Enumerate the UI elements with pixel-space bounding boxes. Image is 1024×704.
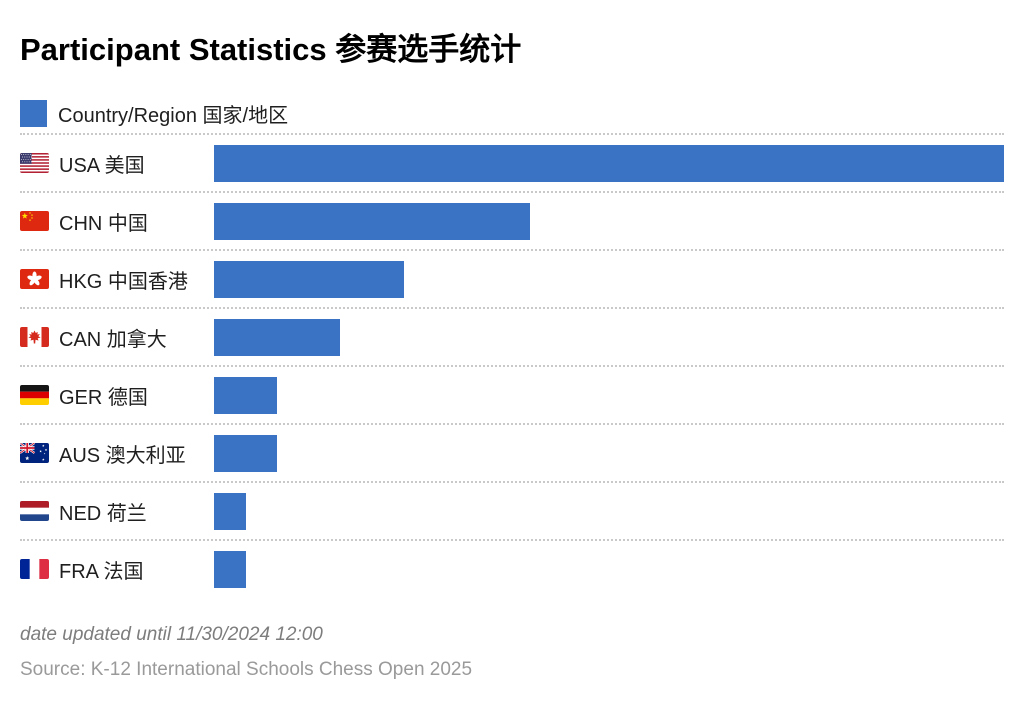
bar-track-can [214, 318, 1004, 356]
category-label-hkg: HKG 中国香港 [59, 270, 188, 293]
category-label-ned: NED 荷兰 [59, 502, 147, 525]
category-label-aus: AUS 澳大利亚 [59, 444, 186, 467]
bar-ned[interactable] [214, 492, 246, 530]
usa-flag-icon [20, 153, 49, 173]
chart-row-aus: AUS 澳大利亚 [20, 423, 1004, 481]
updated-note: date updated until 11/30/2024 12:00 [20, 624, 323, 645]
legend-swatch [20, 99, 47, 127]
bar-track-fra [214, 550, 1004, 588]
bar-track-aus [214, 434, 1004, 472]
page-title: Participant Statistics 参赛选手统计 [20, 32, 522, 67]
bar-track-hkg [214, 260, 1004, 298]
chart-row-ger: GER 德国 [20, 365, 1004, 423]
chart-row-usa: USA 美国 [20, 133, 1004, 191]
bar-ger[interactable] [214, 376, 278, 414]
chart-row-chn: CHN 中国 [20, 191, 1004, 249]
bar-track-ger [214, 376, 1004, 414]
row-label-zone: FRA 法国 [20, 555, 214, 584]
fra-flag-icon [20, 559, 49, 579]
legend-label: Country/Region 国家/地区 [58, 104, 289, 127]
category-label-usa: USA 美国 [59, 154, 145, 177]
row-label-zone: HKG 中国香港 [20, 265, 214, 294]
row-label-zone: USA 美国 [20, 149, 214, 178]
bar-track-usa [214, 144, 1004, 182]
bar-can[interactable] [214, 318, 341, 356]
row-label-zone: AUS 澳大利亚 [20, 439, 214, 468]
ger-flag-icon [20, 385, 49, 405]
bar-aus[interactable] [214, 434, 278, 472]
source-note: Source: K-12 International Schools Chess… [20, 659, 473, 680]
can-flag-icon [20, 327, 49, 347]
row-label-zone: CAN 加拿大 [20, 323, 214, 352]
bar-fra[interactable] [214, 550, 246, 588]
chart-row-fra: FRA 法国 [20, 539, 1004, 597]
chn-flag-icon [20, 211, 49, 231]
bar-chart: USA 美国 CHN 中国 HKG 中国香港 CAN 加拿大 GER 德国 AUS 澳大利… [20, 133, 1004, 597]
category-label-ger: GER 德国 [59, 386, 148, 409]
bar-chn[interactable] [214, 202, 530, 240]
hkg-flag-icon [20, 269, 49, 289]
row-label-zone: NED 荷兰 [20, 497, 214, 526]
category-label-chn: CHN 中国 [59, 212, 148, 235]
bar-hkg[interactable] [214, 260, 404, 298]
bar-usa[interactable] [214, 144, 1004, 182]
row-label-zone: CHN 中国 [20, 207, 214, 236]
bar-track-chn [214, 202, 1004, 240]
bar-track-ned [214, 492, 1004, 530]
category-label-fra: FRA 法国 [59, 560, 144, 583]
ned-flag-icon [20, 501, 49, 521]
chart-row-hkg: HKG 中国香港 [20, 249, 1004, 307]
legend-item[interactable]: Country/Region 国家/地区 [20, 99, 1004, 127]
row-label-zone: GER 德国 [20, 381, 214, 410]
chart-row-can: CAN 加拿大 [20, 307, 1004, 365]
category-label-can: CAN 加拿大 [59, 328, 167, 351]
aus-flag-icon [20, 443, 49, 463]
chart-row-ned: NED 荷兰 [20, 481, 1004, 539]
